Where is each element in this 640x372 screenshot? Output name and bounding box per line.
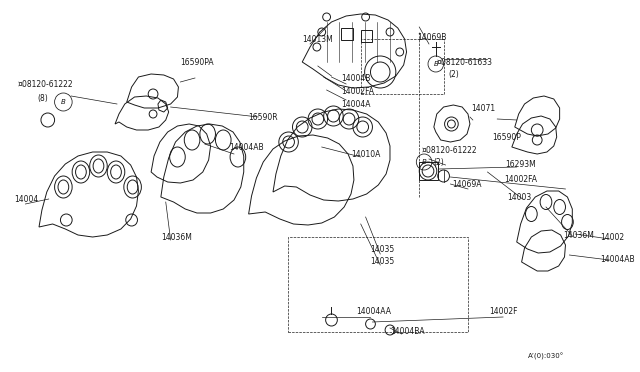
Text: (2): (2) bbox=[433, 157, 444, 167]
Text: 14002FA: 14002FA bbox=[504, 174, 537, 183]
Text: ¤08120-61633: ¤08120-61633 bbox=[436, 58, 493, 67]
Text: A’(0):030°: A’(0):030° bbox=[529, 352, 564, 360]
Text: 16590R: 16590R bbox=[248, 112, 278, 122]
Text: ¤08120-61222: ¤08120-61222 bbox=[421, 145, 477, 154]
Text: ¤08120-61222: ¤08120-61222 bbox=[17, 80, 73, 89]
Text: B: B bbox=[422, 159, 426, 165]
Text: 14003: 14003 bbox=[507, 192, 531, 202]
Text: 14069A: 14069A bbox=[452, 180, 482, 189]
Text: 14069B: 14069B bbox=[417, 32, 447, 42]
Text: 14004A: 14004A bbox=[341, 99, 371, 109]
Text: 16590P: 16590P bbox=[492, 132, 521, 141]
Text: 16293M: 16293M bbox=[505, 160, 536, 169]
Text: 14004AB: 14004AB bbox=[600, 256, 636, 264]
Text: 14036M: 14036M bbox=[161, 232, 192, 241]
Text: 14004: 14004 bbox=[15, 195, 39, 203]
Text: B: B bbox=[61, 99, 66, 105]
Text: 14010A: 14010A bbox=[351, 150, 380, 158]
Text: 14002: 14002 bbox=[600, 232, 625, 241]
Text: (2): (2) bbox=[449, 70, 460, 78]
Text: 14004AB: 14004AB bbox=[229, 142, 264, 151]
Text: (8): (8) bbox=[37, 93, 48, 103]
Text: 14004BA: 14004BA bbox=[390, 327, 424, 337]
Text: 14036M: 14036M bbox=[564, 231, 595, 240]
Text: 14004B: 14004B bbox=[341, 74, 371, 83]
Text: 14071: 14071 bbox=[471, 103, 495, 112]
Text: 14035: 14035 bbox=[371, 257, 395, 266]
Text: 14002F: 14002F bbox=[490, 308, 518, 317]
Text: 14035: 14035 bbox=[371, 246, 395, 254]
Text: 16590PA: 16590PA bbox=[180, 58, 214, 67]
Text: 14013M: 14013M bbox=[302, 35, 333, 44]
Text: 14002FA: 14002FA bbox=[341, 87, 374, 96]
Bar bbox=[287, 237, 468, 332]
Bar bbox=[361, 39, 444, 94]
Text: B: B bbox=[433, 61, 438, 67]
Text: 14004AA: 14004AA bbox=[356, 308, 391, 317]
